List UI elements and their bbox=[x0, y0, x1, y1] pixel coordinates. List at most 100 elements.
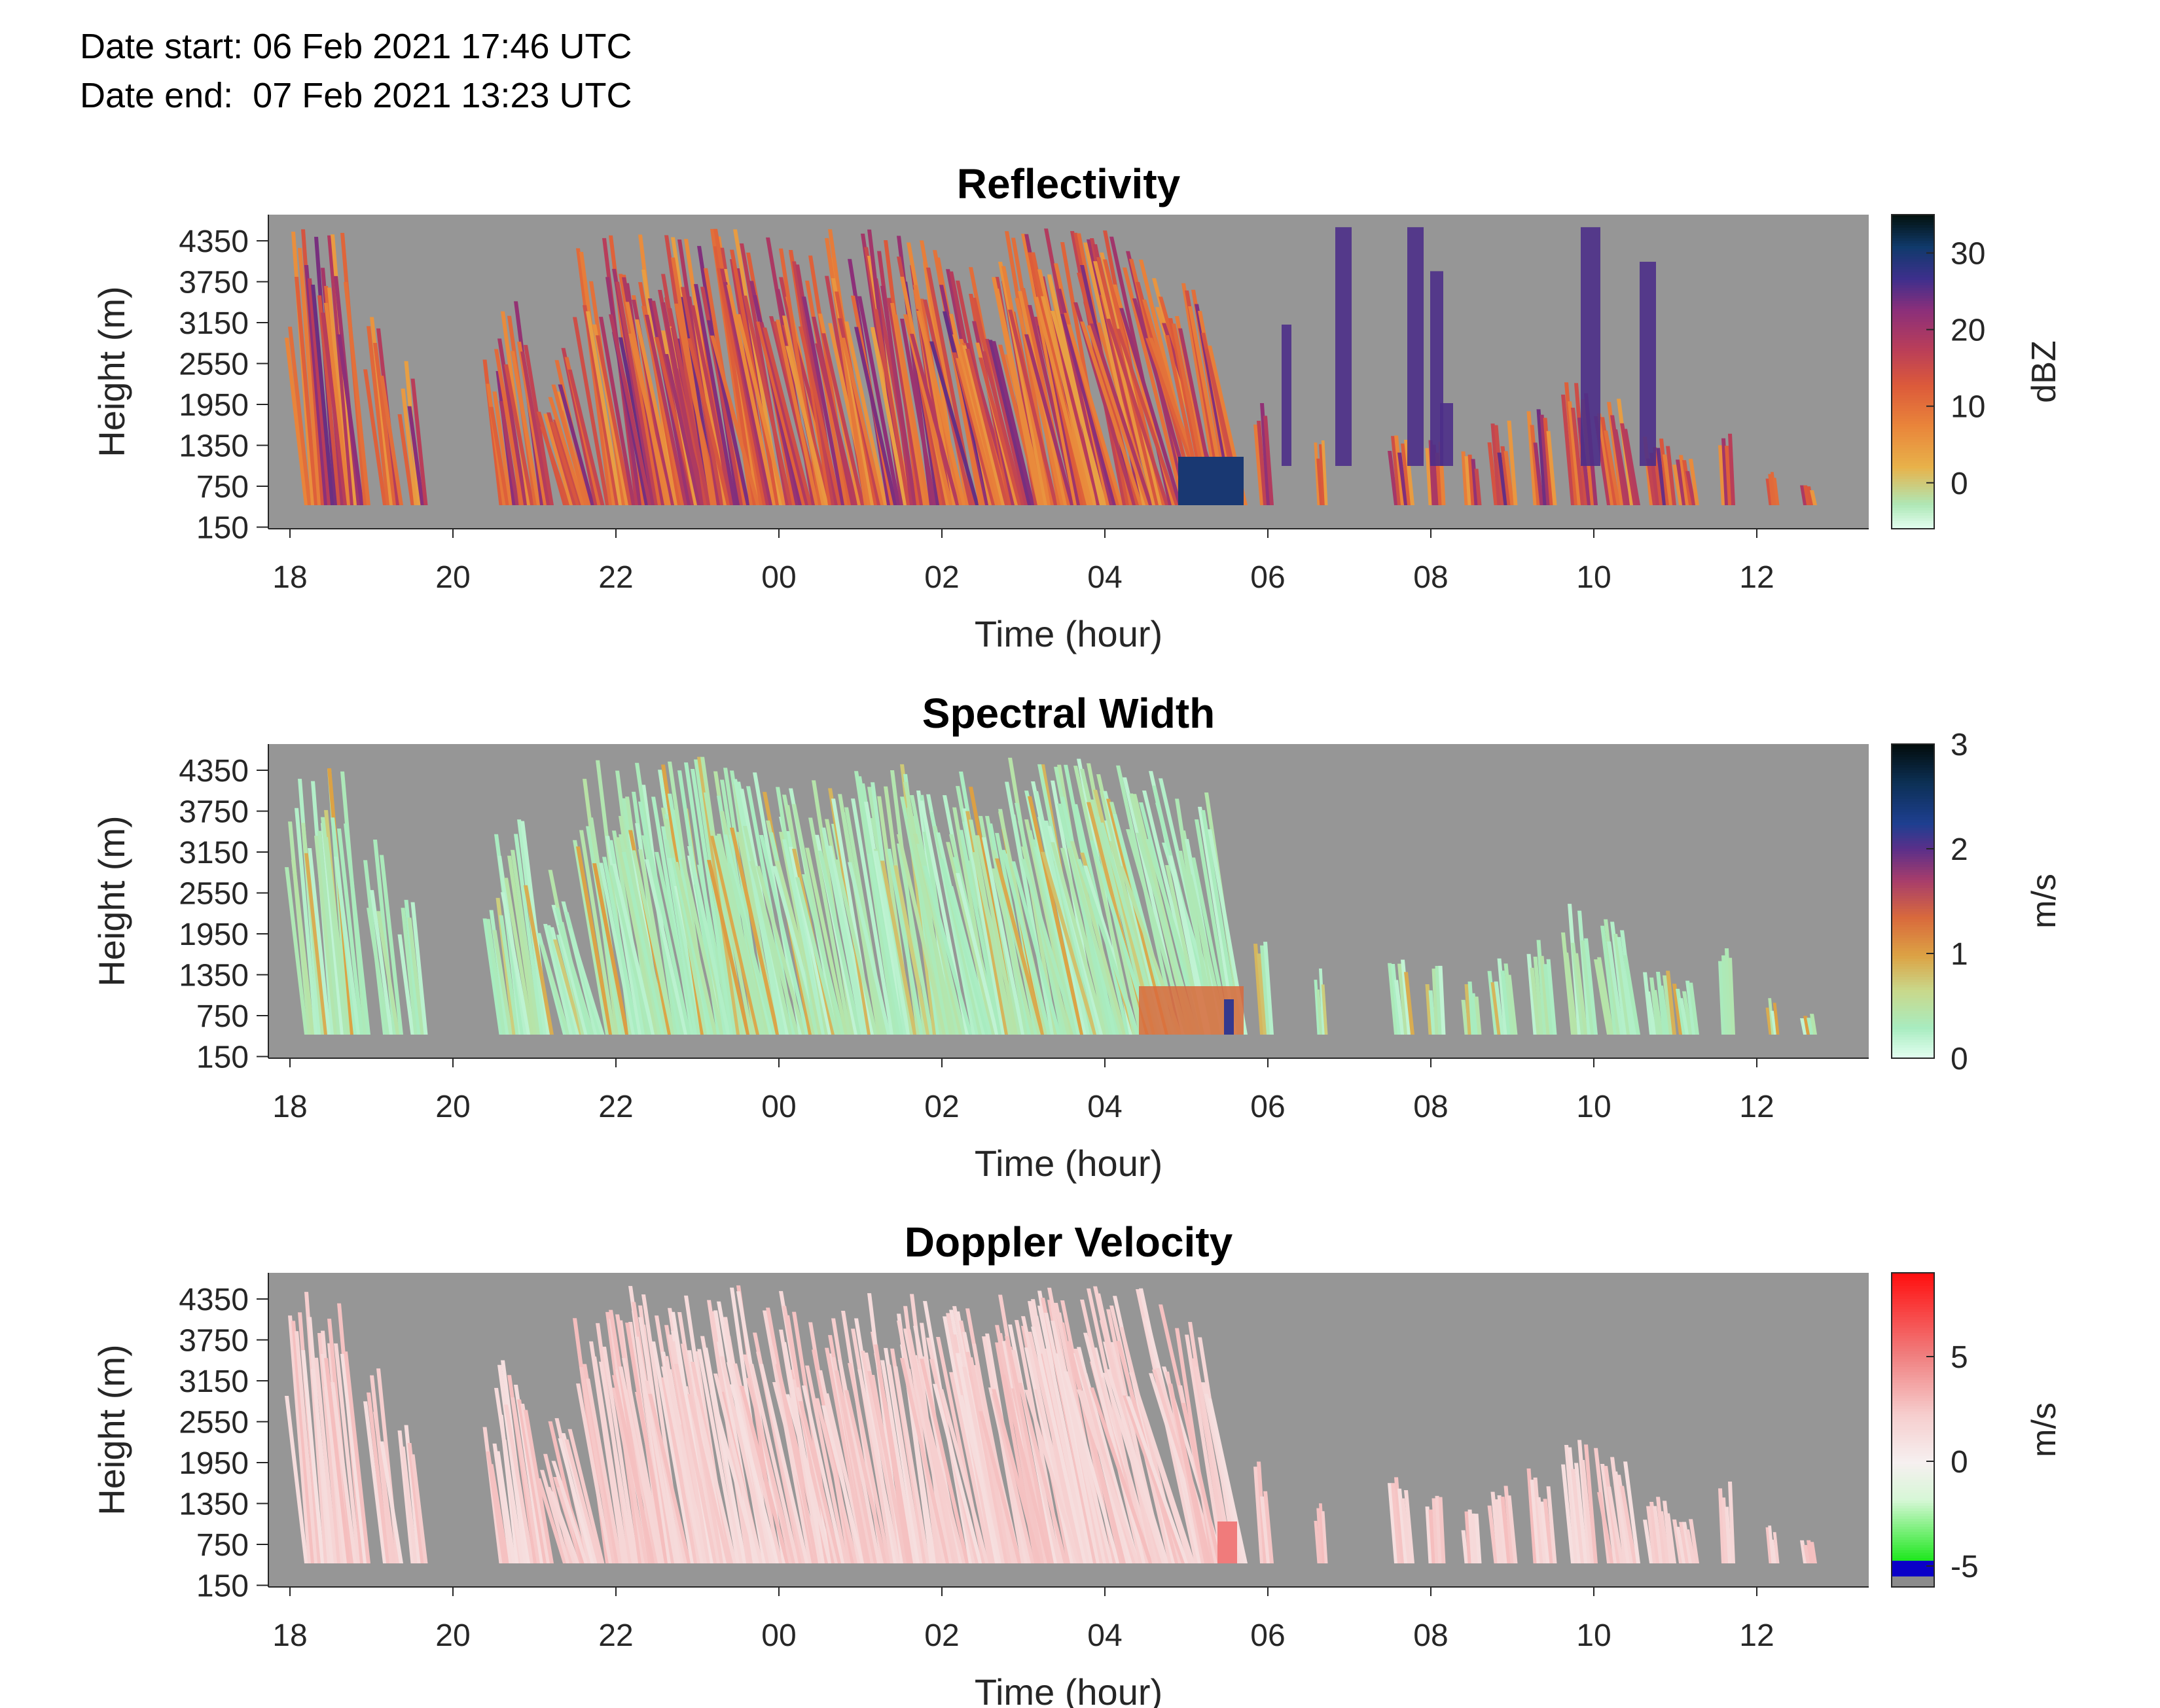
x-tick-label: 04 bbox=[1087, 560, 1122, 595]
colorbar-segment bbox=[1892, 953, 1934, 957]
colorbar-segment bbox=[1892, 1406, 1934, 1410]
data-streak bbox=[1607, 941, 1624, 1035]
colorbar-segment bbox=[1892, 1453, 1934, 1457]
colorbar-segment bbox=[1892, 851, 1934, 855]
data-streak bbox=[579, 1366, 616, 1563]
data-streak bbox=[1646, 1506, 1657, 1563]
data-streak bbox=[1394, 980, 1405, 1035]
data-streak bbox=[573, 317, 609, 505]
x-tick-label: 04 bbox=[1087, 1090, 1122, 1124]
colorbar-segment bbox=[1892, 859, 1934, 863]
colorbar-segment bbox=[1892, 1566, 1934, 1569]
data-streak bbox=[720, 1356, 770, 1563]
data-streak bbox=[995, 858, 1045, 1035]
data-streak bbox=[635, 1336, 678, 1563]
colorbar-segment bbox=[1892, 1506, 1934, 1509]
data-streak bbox=[1721, 438, 1729, 505]
data-streak bbox=[1810, 490, 1817, 505]
x-tick-label: 20 bbox=[435, 1090, 470, 1124]
data-streak bbox=[1181, 283, 1221, 505]
x-tick-label: 10 bbox=[1576, 1618, 1611, 1653]
colorbar-segment bbox=[1892, 429, 1934, 433]
colorbar-segment bbox=[1892, 374, 1934, 378]
colorbar-tick-label: 5 bbox=[1951, 1340, 1968, 1375]
data-streak bbox=[645, 315, 688, 505]
colorbar-segment bbox=[1892, 919, 1934, 923]
colorbar-segment bbox=[1892, 1561, 1934, 1564]
data-streak bbox=[1474, 469, 1482, 505]
data-streak bbox=[1773, 478, 1780, 505]
x-tick-label: 12 bbox=[1739, 560, 1774, 595]
data-streak bbox=[553, 939, 583, 1035]
colorbar-segment bbox=[1892, 1493, 1934, 1496]
data-streak bbox=[1394, 1477, 1405, 1563]
data-streak bbox=[1321, 984, 1328, 1035]
chart-title: Doppler Velocity bbox=[905, 1219, 1233, 1266]
colorbar-segment bbox=[1892, 1456, 1934, 1459]
date-end-label: Date end: 07 Feb 2021 13:23 UTC bbox=[80, 76, 632, 115]
data-streak bbox=[946, 842, 996, 1035]
data-streak bbox=[308, 848, 331, 1035]
data-streak bbox=[740, 1385, 789, 1563]
colorbar-segment bbox=[1892, 280, 1934, 283]
colorbar-segment bbox=[1892, 474, 1934, 477]
x-tick-label: 10 bbox=[1576, 1090, 1611, 1124]
colorbar-segment bbox=[1892, 1024, 1934, 1027]
data-streak bbox=[1077, 1389, 1140, 1563]
colorbar-segment bbox=[1892, 770, 1934, 774]
data-streak bbox=[1581, 940, 1594, 1035]
data-streak bbox=[599, 863, 636, 1035]
data-streak bbox=[1507, 1495, 1518, 1563]
data-streak bbox=[749, 861, 799, 1035]
colorbar-segment bbox=[1892, 1451, 1934, 1454]
data-streak bbox=[687, 845, 730, 1035]
colorbar-segment bbox=[1892, 408, 1934, 412]
data-streak bbox=[1464, 456, 1472, 505]
data-streak bbox=[956, 873, 999, 1035]
colorbar-segment bbox=[1892, 479, 1934, 482]
data-streak bbox=[1526, 1468, 1538, 1563]
data-streak bbox=[401, 388, 418, 505]
colorbar-segment bbox=[1892, 815, 1934, 818]
data-streak bbox=[1037, 1306, 1094, 1563]
data-streak bbox=[1041, 296, 1097, 505]
data-streak bbox=[1263, 942, 1274, 1035]
data-streak bbox=[1685, 980, 1696, 1035]
data-streak bbox=[1771, 1010, 1777, 1035]
colorbar-segment bbox=[1892, 1056, 1934, 1059]
colorbar-segment bbox=[1892, 990, 1934, 993]
colorbar-segment bbox=[1892, 435, 1934, 438]
data-streak bbox=[1568, 401, 1581, 505]
data-streak bbox=[727, 285, 776, 505]
colorbar-segment bbox=[1892, 1540, 1934, 1543]
data-streak bbox=[625, 1323, 668, 1563]
data-streak bbox=[1500, 1497, 1511, 1563]
colorbar-segment bbox=[1892, 366, 1934, 370]
data-streak bbox=[1090, 840, 1153, 1035]
y-tick-label: 4350 bbox=[179, 1283, 249, 1317]
colorbar-segment bbox=[1892, 293, 1934, 296]
colorbar-segment bbox=[1892, 1558, 1934, 1561]
data-streak bbox=[334, 1343, 361, 1563]
colorbar-segment bbox=[1892, 497, 1934, 501]
data-streak bbox=[1676, 1527, 1686, 1563]
colorbar-segment bbox=[1892, 1527, 1934, 1530]
data-streak bbox=[504, 364, 534, 505]
data-streak bbox=[524, 1410, 554, 1563]
colorbar-segment bbox=[1892, 749, 1934, 753]
data-streak bbox=[317, 1333, 341, 1563]
colorbar-segment bbox=[1892, 487, 1934, 490]
data-streak bbox=[327, 287, 351, 505]
data-streak bbox=[1564, 952, 1578, 1035]
colorbar-segment bbox=[1892, 995, 1934, 999]
colorbar-segment bbox=[1892, 377, 1934, 380]
data-streak bbox=[1064, 1371, 1120, 1563]
colorbar-segment bbox=[1892, 296, 1934, 299]
data-streak bbox=[285, 867, 308, 1035]
data-streak bbox=[939, 858, 989, 1035]
y-tick-label: 2550 bbox=[179, 1406, 249, 1440]
colorbar-tick-label: 30 bbox=[1951, 237, 1985, 272]
data-streak bbox=[1685, 1529, 1696, 1563]
data-streak bbox=[586, 1378, 622, 1563]
colorbar-segment bbox=[1892, 228, 1934, 231]
